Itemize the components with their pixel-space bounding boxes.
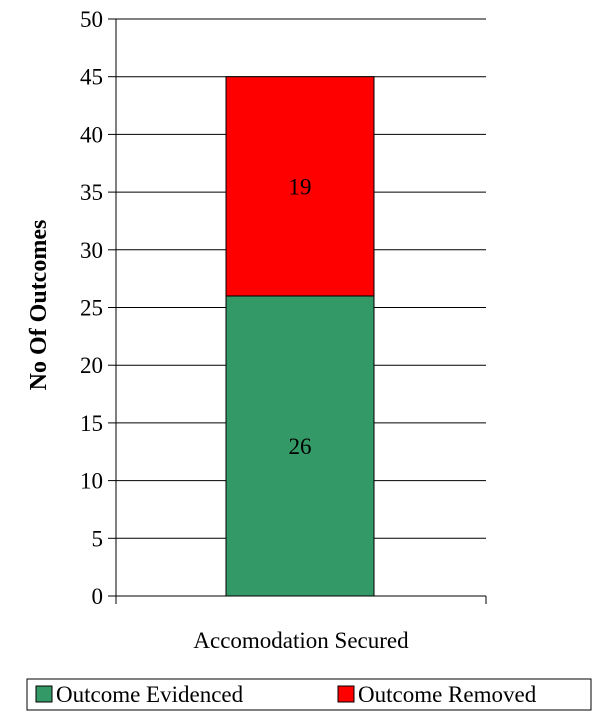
y-tick-label: 45: [80, 65, 103, 90]
y-tick-label: 15: [80, 411, 103, 436]
y-tick-label: 30: [80, 238, 103, 263]
y-tick-label: 40: [80, 122, 103, 147]
y-tick-label: 50: [80, 7, 103, 32]
x-category-label: Accomodation Secured: [193, 628, 409, 653]
y-tick-label: 5: [92, 526, 104, 551]
y-axis-title: No Of Outcomes: [26, 220, 52, 391]
legend-swatch: [35, 685, 53, 703]
y-tick-label: 25: [80, 296, 103, 321]
legend-box: [26, 678, 592, 711]
y-tick-label: 20: [80, 353, 103, 378]
data-label: 19: [289, 174, 312, 199]
y-tick-label: 0: [92, 584, 104, 609]
legend-label: Outcome Removed: [358, 682, 537, 707]
legend-swatch: [337, 685, 355, 703]
legend: Outcome Evidenced Outcome Removed: [26, 678, 592, 711]
labels: 0 5 10 15 20 25 30 35 40 45 50 26 19 Accomodation Sec…: [80, 7, 409, 653]
legend-label: Outcome Evidenced: [56, 682, 244, 707]
data-label: 26: [289, 434, 312, 459]
y-tick-label: 35: [80, 180, 103, 205]
y-tick-label: 10: [80, 469, 103, 494]
bar-segment: [225, 76, 375, 297]
axes: [108, 18, 487, 604]
bars: [225, 76, 375, 597]
